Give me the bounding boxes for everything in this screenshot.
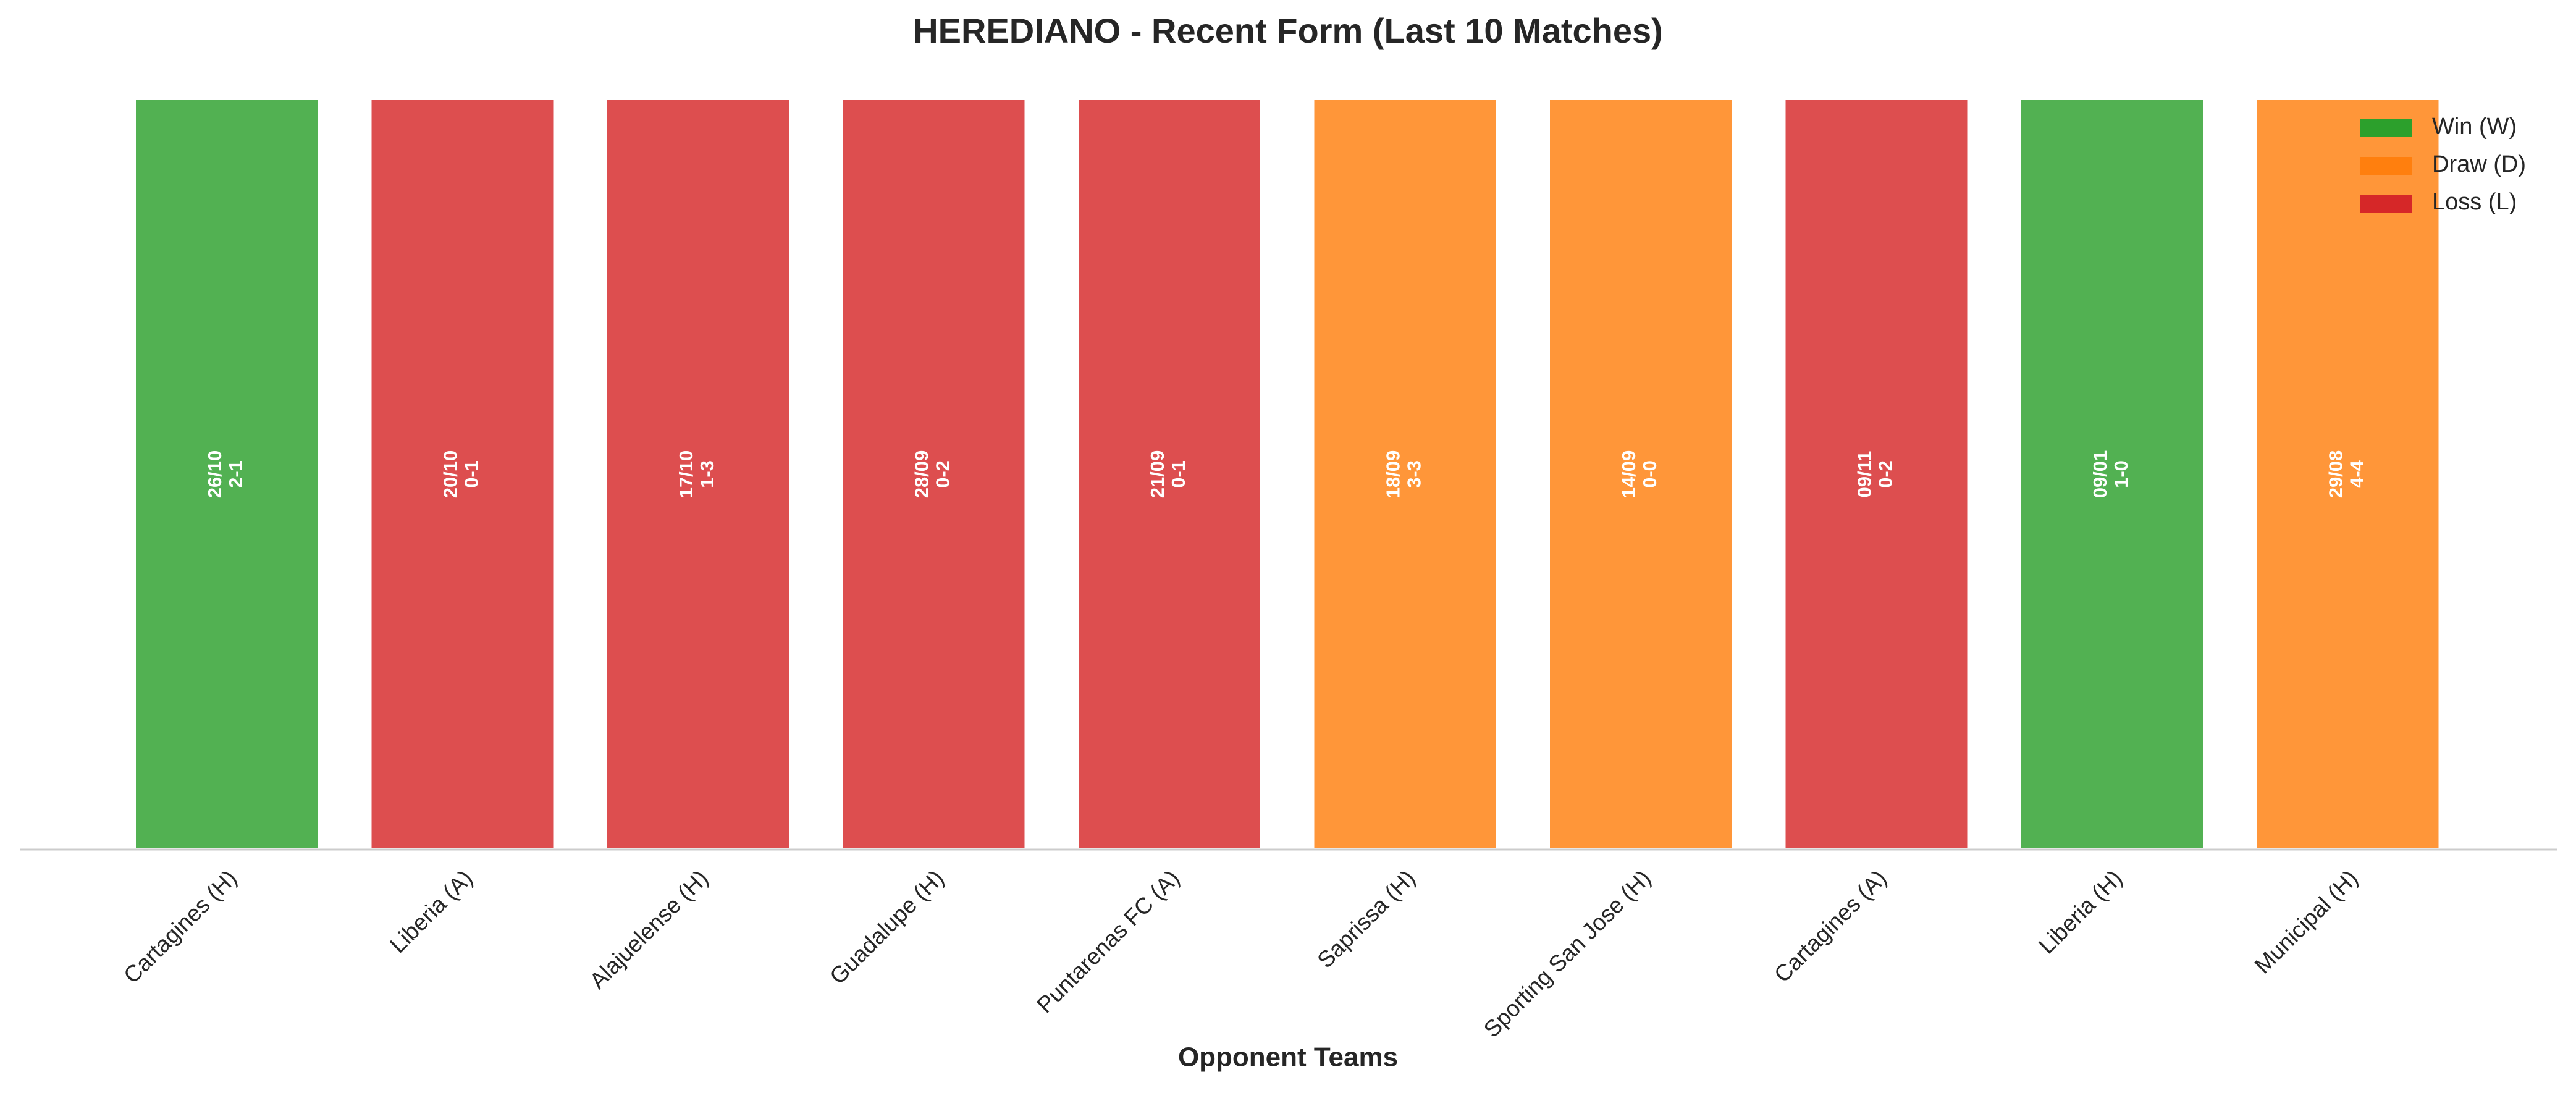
x-tick-label: Puntarenas FC (A) [1032, 865, 1184, 1018]
bar-score-label: 0-2 [932, 460, 954, 488]
bar-score-label: 3-3 [1404, 460, 1425, 488]
bar [1076, 98, 1263, 851]
bar-score-label: 0-2 [1875, 460, 1896, 488]
legend-swatch [2360, 195, 2412, 213]
bar-date-label: 18/09 [1383, 450, 1404, 499]
x-axis-label: Opponent Teams [1178, 1042, 1398, 1073]
x-tick-label: Liberia (H) [2034, 865, 2127, 958]
bar [840, 98, 1027, 851]
bar [1783, 98, 1970, 851]
bar-date-label: 26/10 [204, 450, 225, 499]
bar-date-label: 20/10 [440, 450, 461, 499]
bar-score-label: 1-3 [696, 460, 718, 488]
bar [605, 98, 791, 851]
legend-label: Draw (D) [2432, 151, 2526, 177]
legend-swatch [2360, 157, 2412, 175]
bar-date-label: 09/11 [1854, 451, 1875, 498]
x-tick-label: Liberia (A) [385, 865, 478, 958]
bar-score-label: 0-1 [461, 460, 482, 488]
bar-date-label: 21/09 [1147, 450, 1168, 499]
x-tick-label: Guadalupe (H) [825, 865, 949, 989]
x-tick-label: Sporting San Jose (H) [1479, 865, 1656, 1042]
x-tick-label: Alajuelense (H) [584, 865, 713, 994]
bar-score-label: 2-1 [225, 460, 246, 488]
bar-date-label: 14/09 [1618, 450, 1639, 499]
chart-title: HEREDIANO - Recent Form (Last 10 Matches… [913, 11, 1663, 50]
bar [369, 98, 556, 851]
bar [133, 98, 320, 851]
bar-date-label: 29/08 [2325, 450, 2347, 499]
x-tick-label: Saprissa (H) [1312, 865, 1420, 973]
bar-score-label: 0-1 [1168, 460, 1189, 488]
legend-label: Loss (L) [2432, 189, 2517, 215]
x-tick-label: Cartagines (A) [1769, 865, 1892, 987]
bar [1311, 98, 1499, 851]
bar-date-label: 09/01 [2089, 450, 2111, 499]
x-tick-label: Cartagines (H) [119, 865, 242, 988]
legend-swatch [2360, 119, 2412, 137]
x-tick-label: Municipal (H) [2250, 865, 2363, 978]
bar-score-label: 4-4 [2346, 460, 2368, 488]
bar-date-label: 28/09 [911, 450, 933, 499]
legend-label: Win (W) [2432, 114, 2517, 140]
bar-score-label: 0-0 [1639, 460, 1661, 488]
bar [2254, 98, 2441, 851]
bar-date-label: 17/10 [675, 450, 697, 499]
bar-score-label: 1-0 [2110, 460, 2132, 488]
